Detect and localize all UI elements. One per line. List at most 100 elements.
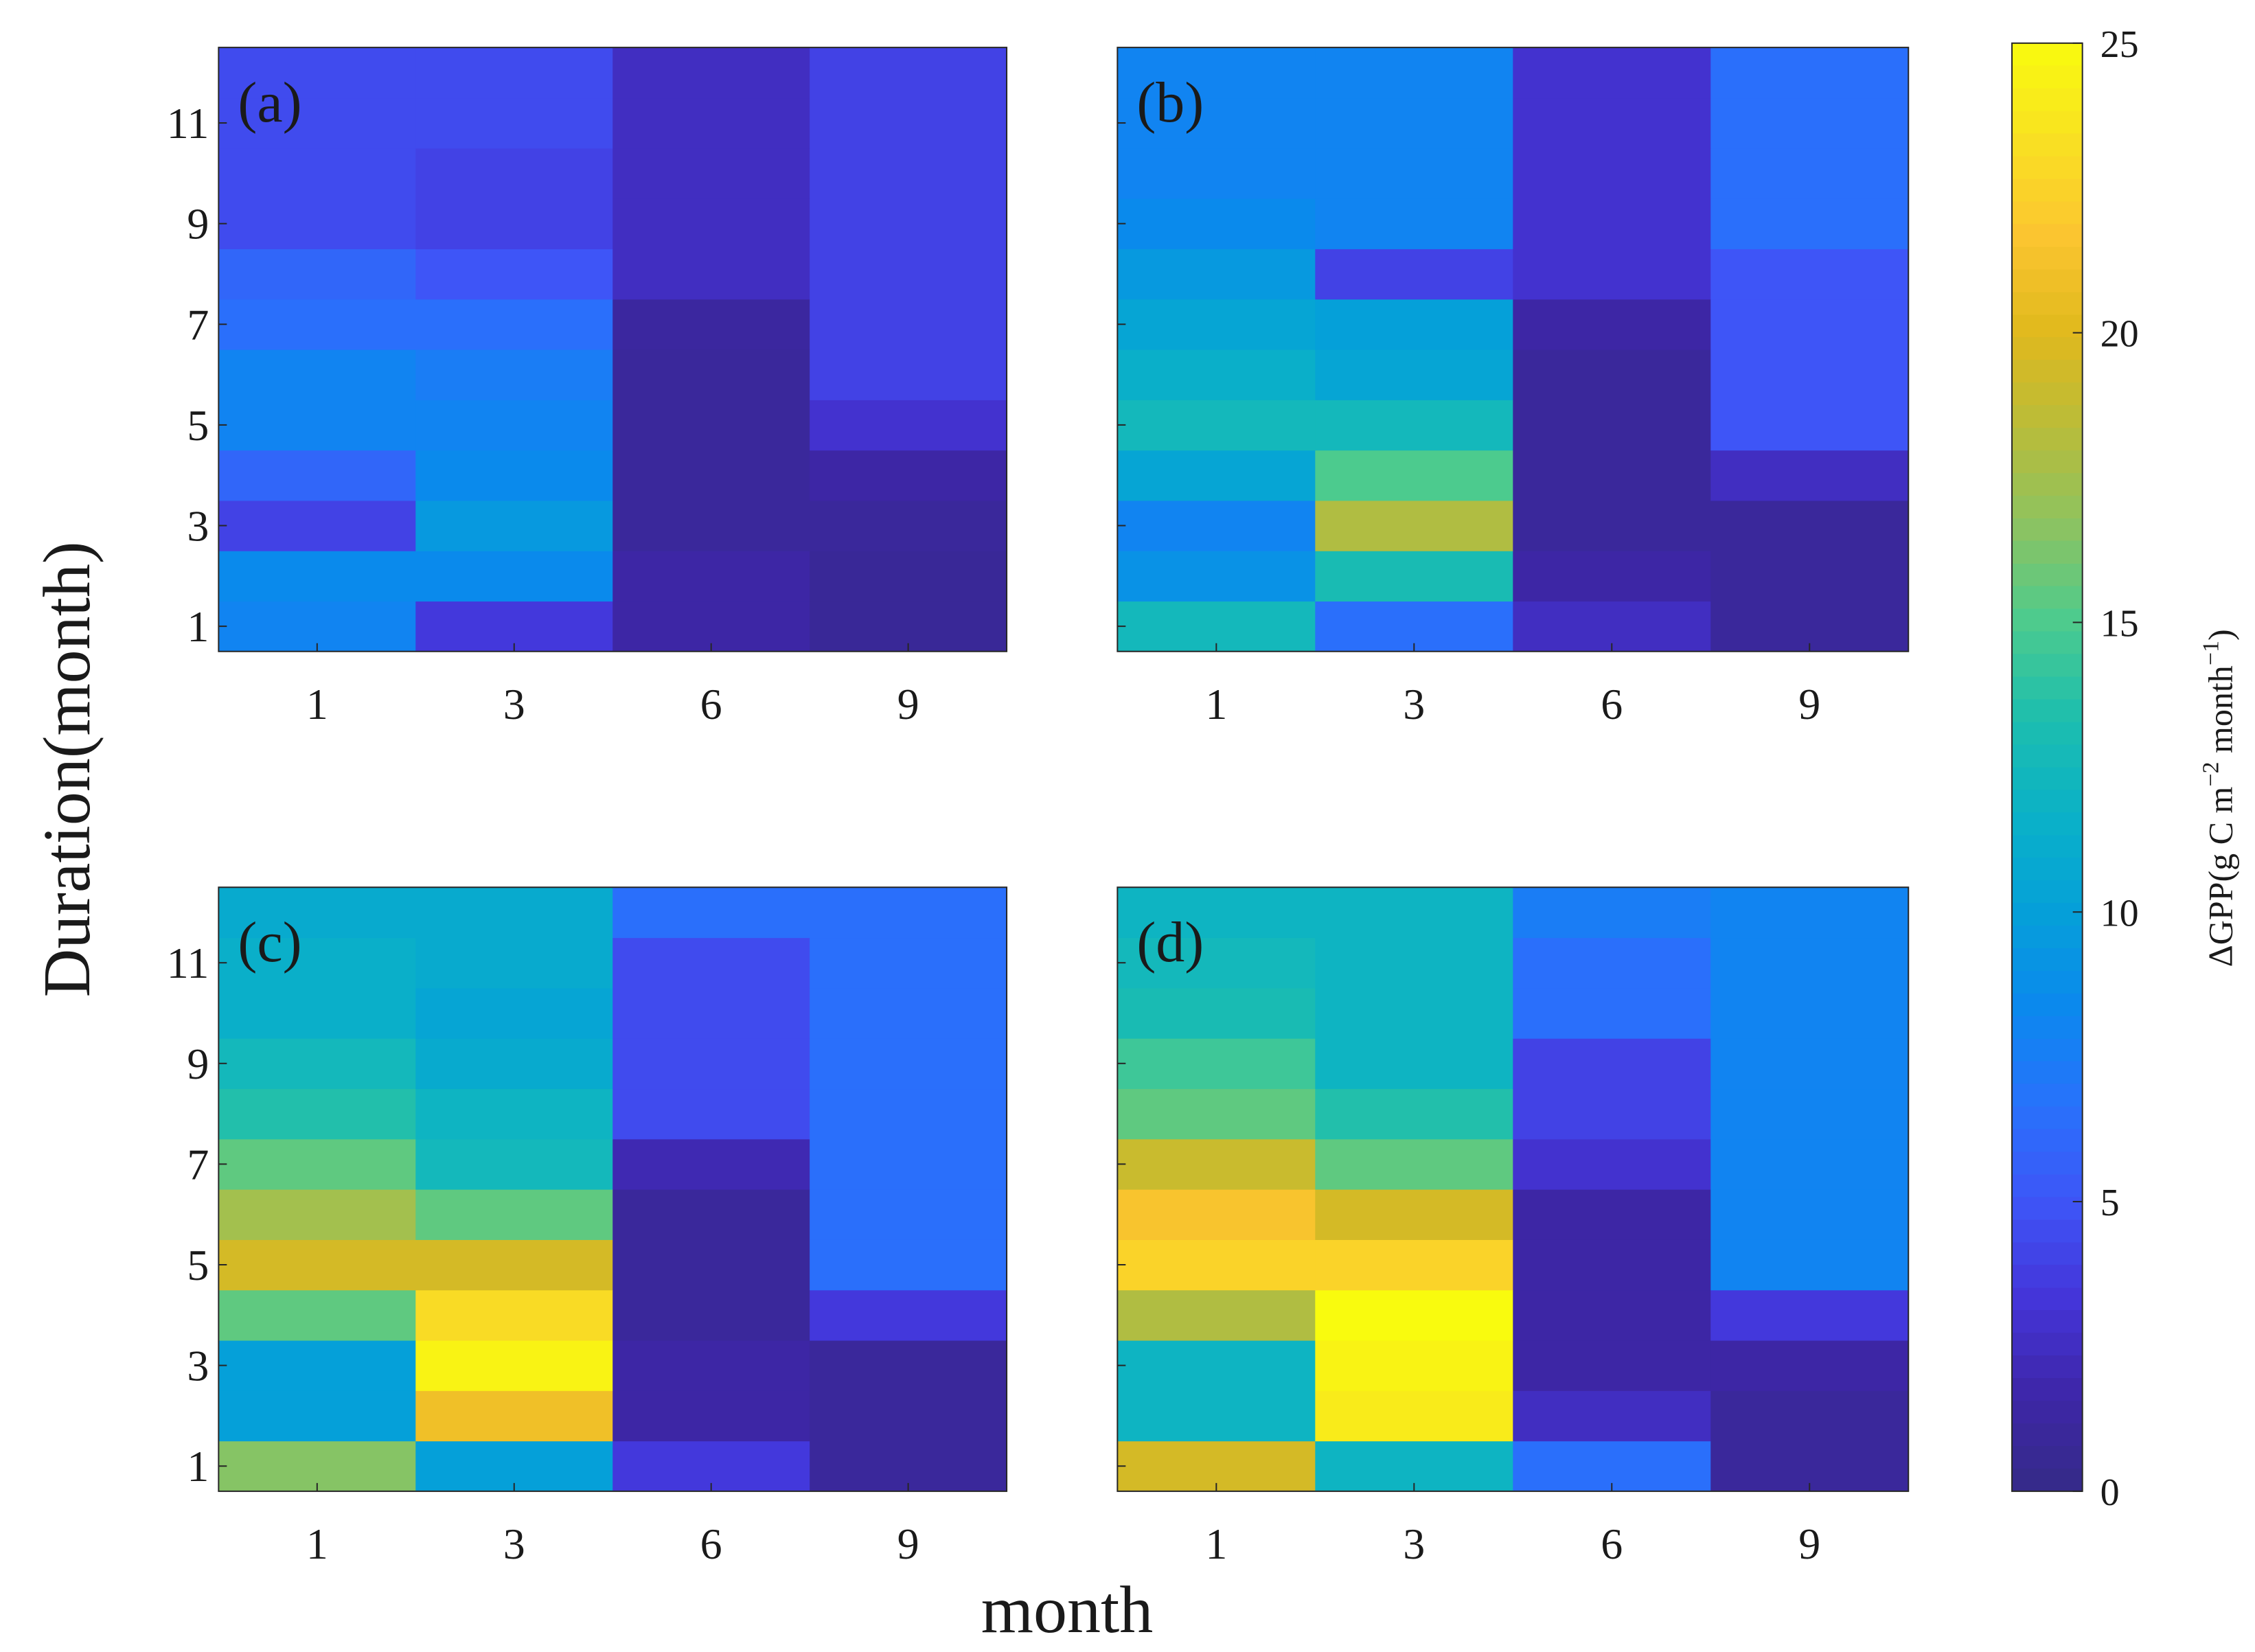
heatmap-cell bbox=[218, 349, 416, 400]
heatmap-cell bbox=[810, 47, 1007, 99]
x-tick-label: 6 bbox=[1601, 680, 1623, 729]
heatmap-cell bbox=[218, 400, 416, 451]
heatmap-cell bbox=[218, 1088, 416, 1140]
heatmap-cell bbox=[1315, 249, 1513, 300]
heatmap-cell bbox=[1513, 1289, 1711, 1341]
heatmap-cell bbox=[810, 937, 1007, 989]
x-tick-label: 1 bbox=[1205, 1519, 1227, 1568]
heatmap-cell bbox=[810, 400, 1007, 451]
heatmap-cell bbox=[1315, 887, 1513, 939]
heatmap-cell bbox=[1315, 47, 1513, 99]
y-tick-label: 1 bbox=[187, 602, 209, 651]
x-tick-label: 3 bbox=[503, 1519, 525, 1568]
heatmap-cell bbox=[218, 887, 416, 939]
heatmap-cell bbox=[1117, 1390, 1316, 1442]
heatmap-cell bbox=[1315, 1340, 1513, 1391]
heatmap-cell bbox=[613, 1390, 810, 1442]
heatmap-cell bbox=[1710, 1038, 1909, 1090]
heatmap-cell bbox=[415, 1340, 613, 1391]
y-tick-label: 3 bbox=[187, 501, 209, 550]
heatmap-cell bbox=[415, 1289, 613, 1341]
heatmap-cell bbox=[1315, 198, 1513, 249]
heatmap-cell bbox=[1710, 987, 1909, 1039]
x-tick-label: 3 bbox=[1403, 1519, 1425, 1568]
x-tick-label: 9 bbox=[1798, 680, 1820, 729]
heatmap-cell bbox=[1117, 500, 1316, 551]
heatmap-cell bbox=[1710, 1390, 1909, 1442]
heatmap-cell bbox=[613, 937, 810, 989]
heatmap-cell bbox=[1513, 887, 1711, 939]
heatmap-cell bbox=[613, 987, 810, 1039]
heatmap-cell bbox=[415, 987, 613, 1039]
heatmap-cell bbox=[415, 1239, 613, 1291]
heatmap-cell bbox=[1117, 1138, 1316, 1190]
heatmap-cell bbox=[810, 148, 1007, 199]
heatmap-cell bbox=[1117, 1340, 1316, 1391]
heatmap-cell bbox=[810, 1340, 1007, 1391]
heatmap-cell bbox=[810, 349, 1007, 400]
heatmap-cell bbox=[415, 349, 613, 400]
heatmap-cell bbox=[1315, 937, 1513, 989]
colorbar-tick-label: 25 bbox=[2101, 23, 2139, 66]
panel-label: (c) bbox=[238, 910, 301, 974]
heatmap-cell bbox=[218, 500, 416, 551]
x-tick-label: 9 bbox=[897, 680, 919, 729]
heatmap-cell bbox=[1117, 1289, 1316, 1341]
heatmap-cell bbox=[613, 450, 810, 501]
heatmap-cell bbox=[1513, 249, 1711, 300]
heatmap-cell bbox=[218, 198, 416, 249]
y-tick-label: 9 bbox=[187, 200, 209, 249]
heatmap-cell bbox=[1513, 987, 1711, 1039]
heatmap-cell bbox=[810, 198, 1007, 249]
heatmap-cell bbox=[1315, 148, 1513, 199]
panel-frame bbox=[218, 886, 1008, 1492]
heatmap-cell bbox=[1117, 47, 1316, 99]
heatmap-cell bbox=[415, 299, 613, 350]
colorbar-tick-label: 5 bbox=[2101, 1182, 2120, 1224]
heatmap-cell bbox=[1513, 97, 1711, 149]
heatmap-cell bbox=[1710, 551, 1909, 602]
heatmap-cell bbox=[1710, 47, 1909, 99]
heatmap-cell bbox=[1117, 1038, 1316, 1090]
heatmap-cell bbox=[218, 97, 416, 149]
x-tick-label: 6 bbox=[700, 1519, 722, 1568]
heatmap-cell bbox=[1710, 349, 1909, 400]
heatmap-cell bbox=[613, 400, 810, 451]
heatmap-cell bbox=[1513, 1038, 1711, 1090]
heatmap-cell bbox=[613, 1038, 810, 1090]
heatmap-cell bbox=[1315, 1189, 1513, 1240]
x-tick-label: 3 bbox=[1403, 680, 1425, 729]
heatmap-cell bbox=[613, 551, 810, 602]
heatmap-cell bbox=[1117, 1189, 1316, 1240]
heatmap-cell bbox=[613, 1239, 810, 1291]
heatmap-cell bbox=[1117, 349, 1316, 400]
panel-frame bbox=[1117, 886, 1910, 1492]
heatmap-cell bbox=[1513, 47, 1711, 99]
colorbar-tick-label: 0 bbox=[2101, 1471, 2120, 1514]
heatmap-cell bbox=[1513, 500, 1711, 551]
heatmap-cell bbox=[218, 1289, 416, 1341]
y-axis-title: Duration(month) bbox=[30, 541, 104, 997]
heatmap-cell bbox=[810, 1088, 1007, 1140]
heatmap-cell bbox=[1710, 1138, 1909, 1190]
heatmap-cell bbox=[1315, 987, 1513, 1039]
y-tick-label: 5 bbox=[187, 1241, 209, 1289]
heatmap-cell bbox=[613, 148, 810, 199]
heatmap-cell bbox=[810, 1038, 1007, 1090]
heatmap-cell bbox=[1117, 887, 1316, 939]
heatmap-cell bbox=[613, 1189, 810, 1240]
heatmap-cell bbox=[613, 1138, 810, 1190]
y-tick-label: 7 bbox=[187, 300, 209, 349]
heatmap-cell bbox=[1710, 97, 1909, 149]
x-tick-label: 1 bbox=[306, 680, 328, 729]
heatmap-cell bbox=[1710, 1289, 1909, 1341]
heatmap-cell bbox=[415, 249, 613, 300]
heatmap-cell bbox=[1117, 551, 1316, 602]
heatmap-cell bbox=[1710, 1189, 1909, 1240]
heatmap-cell bbox=[1513, 299, 1711, 350]
colorbar: 0 5 10 15 20 25 ΔGPP(g C m−2 month−1) bbox=[2011, 23, 2239, 1514]
heatmap-cell bbox=[1315, 551, 1513, 602]
heatmap-cell bbox=[810, 1390, 1007, 1442]
y-tick-label: 11 bbox=[167, 939, 209, 987]
